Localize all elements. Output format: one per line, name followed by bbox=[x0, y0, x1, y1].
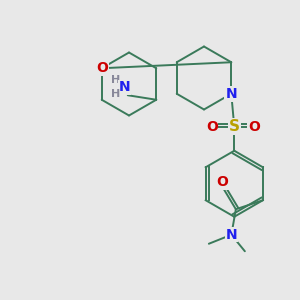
Text: O: O bbox=[248, 120, 260, 134]
Text: N: N bbox=[226, 87, 237, 101]
Text: S: S bbox=[229, 119, 240, 134]
Text: O: O bbox=[216, 175, 228, 189]
Text: N: N bbox=[226, 228, 237, 242]
Text: H: H bbox=[111, 75, 120, 85]
Text: O: O bbox=[206, 120, 218, 134]
Text: H: H bbox=[111, 89, 120, 99]
Text: N: N bbox=[119, 80, 130, 94]
Text: O: O bbox=[96, 61, 108, 75]
